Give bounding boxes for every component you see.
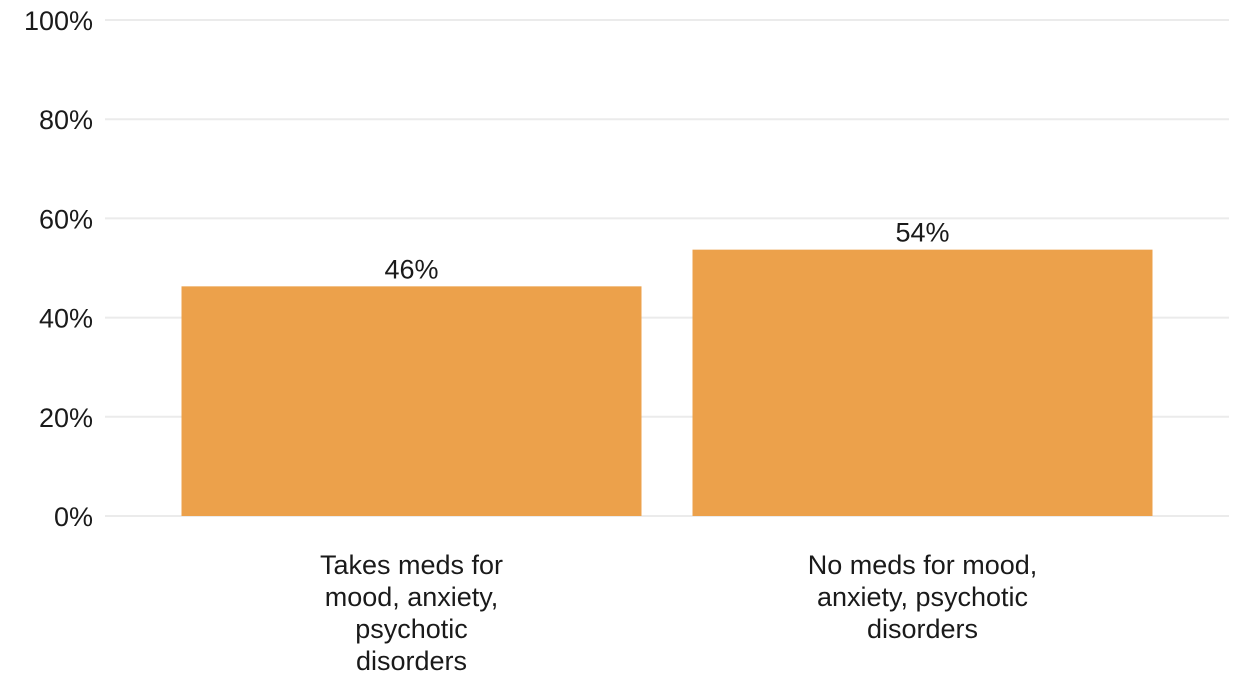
y-tick-label-20: 20% [39, 403, 93, 433]
y-axis-tick-labels: 0% 20% 40% 60% 80% 100% [24, 6, 93, 532]
x-axis-category-labels: Takes meds for mood, anxiety, psychotic dis… [320, 550, 1037, 676]
y-tick-label-40: 40% [39, 304, 93, 334]
category-label-line: disorders [356, 646, 467, 676]
category-label-line: No meds for mood, [808, 550, 1038, 580]
bar-1 [181, 286, 642, 516]
category-label-line: psychotic [355, 614, 468, 644]
category-label-line: disorders [867, 614, 978, 644]
category-label-line: mood, anxiety, [325, 582, 499, 612]
category-label-line: Takes meds for [320, 550, 503, 580]
data-labels: 46% 54% [384, 218, 949, 285]
data-label-1: 46% [384, 254, 438, 284]
y-tick-label-60: 60% [39, 204, 93, 234]
bars [181, 249, 1153, 516]
category-label-line: anxiety, psychotic [817, 582, 1028, 612]
category-label-2: No meds for mood, anxiety, psychotic disor… [808, 550, 1038, 644]
y-tick-label-0: 0% [54, 502, 93, 532]
y-tick-label-100: 100% [24, 6, 93, 36]
bar-2 [692, 249, 1153, 516]
category-label-1: Takes meds for mood, anxiety, psychotic dis… [320, 550, 503, 676]
data-label-2: 54% [895, 218, 949, 248]
y-tick-label-80: 80% [39, 105, 93, 135]
